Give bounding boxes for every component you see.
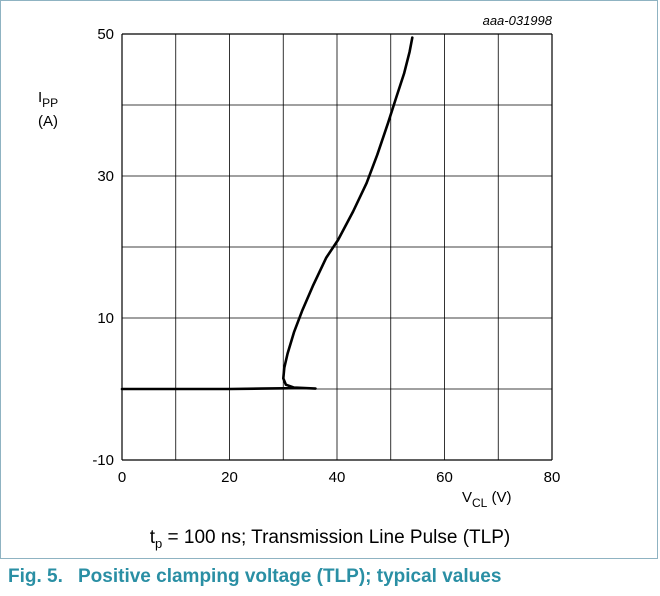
chart-tick-labels: 0 20 40 60 80 -10 10 30 50 [92,26,560,486]
chart-grid [121,33,553,461]
y-tick-label: 50 [97,26,114,43]
figure-title: Fig. 5. Positive clamping voltage (TLP); … [8,566,501,588]
x-axis-label: VCL (V) [462,489,512,510]
y-tick-label: 30 [97,168,114,185]
y-axis-label: IPP [38,89,58,110]
y-tick-label: 10 [97,310,114,327]
figure-code: aaa-031998 [483,13,553,28]
series-line [120,36,414,391]
x-tick-label: 0 [118,469,126,486]
figure-caption: tp = 100 ns; Transmission Line Pulse (TL… [149,527,511,551]
figure-title-text: Positive clamping voltage (TLP); typical… [78,566,502,587]
x-tick-label: 60 [436,469,453,486]
x-tick-label: 80 [544,469,561,486]
y-axis-unit: (A) [38,113,58,130]
figure-frame [0,0,658,559]
chart-plot: 0 20 40 60 80 -10 10 30 50 aaa-031998 IPP (A) VC… [38,13,560,510]
x-tick-label: 20 [221,469,238,486]
figure-number: Fig. 5. [8,566,63,587]
x-tick-label: 40 [329,469,346,486]
chart-series [120,36,414,391]
y-tick-label: -10 [92,452,114,469]
